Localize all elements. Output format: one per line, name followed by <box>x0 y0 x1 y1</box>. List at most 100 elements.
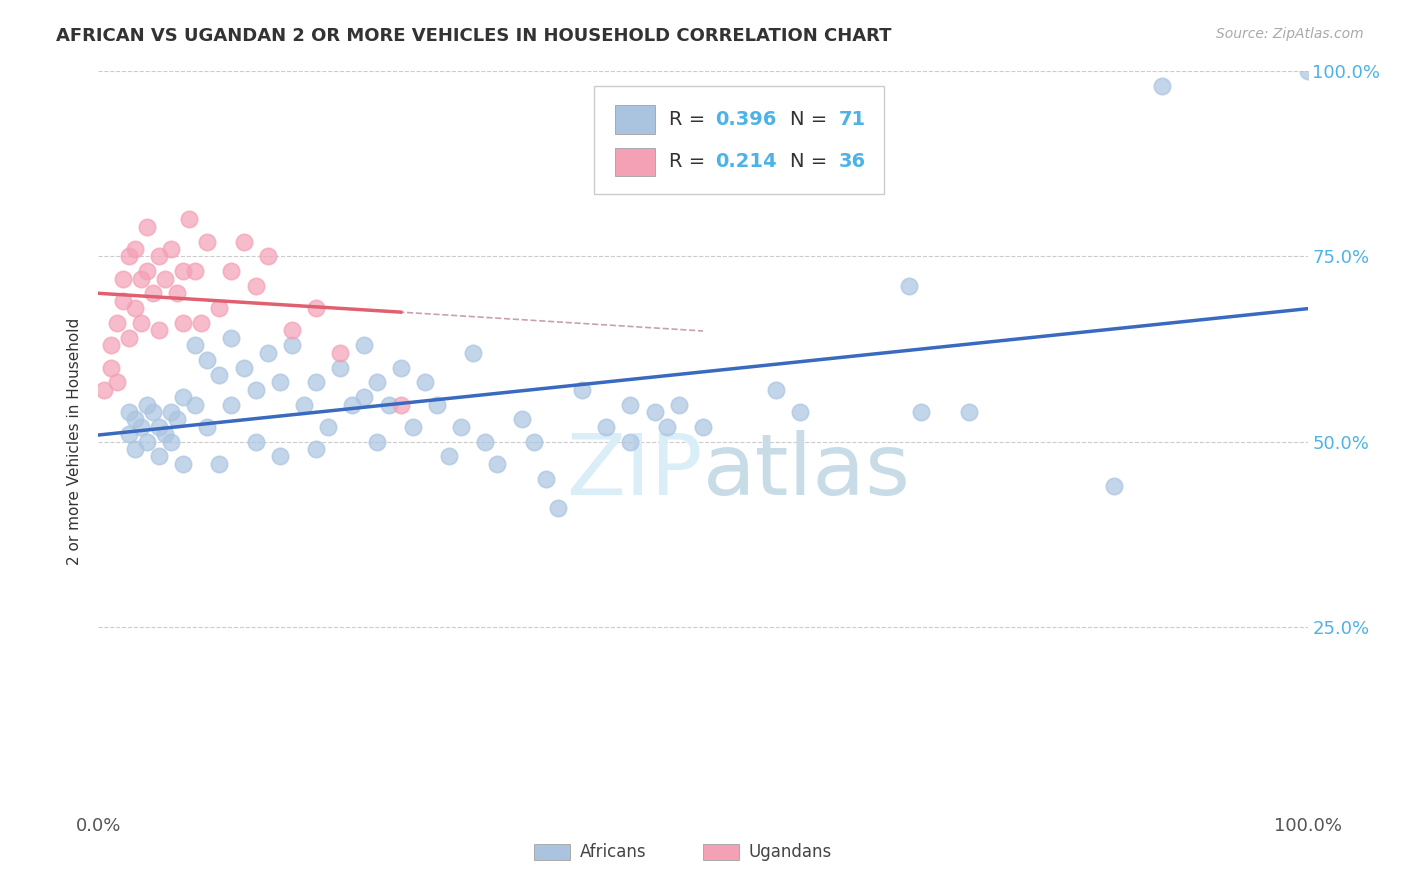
Point <box>1152 79 1174 94</box>
Point <box>413 376 436 390</box>
FancyBboxPatch shape <box>595 87 884 194</box>
Point <box>118 405 141 419</box>
Point <box>619 434 641 449</box>
Point <box>148 419 170 434</box>
Point <box>510 412 533 426</box>
Point <box>111 271 134 285</box>
Point <box>172 390 194 404</box>
Point <box>190 316 212 330</box>
Point <box>208 368 231 382</box>
Point <box>195 235 218 249</box>
Point <box>281 324 304 338</box>
Point <box>1296 64 1319 78</box>
Point <box>897 279 920 293</box>
Point <box>389 360 412 375</box>
Point <box>450 419 472 434</box>
Point <box>957 405 980 419</box>
Point <box>232 360 254 375</box>
Point <box>184 338 207 352</box>
Point <box>172 264 194 278</box>
Point <box>221 398 243 412</box>
Text: N =: N = <box>790 153 834 171</box>
Point <box>148 450 170 464</box>
Point <box>377 398 399 412</box>
Point <box>142 286 165 301</box>
Text: 71: 71 <box>838 110 866 129</box>
Point <box>118 331 141 345</box>
Point <box>118 427 141 442</box>
Point <box>160 405 183 419</box>
Point <box>305 376 328 390</box>
FancyBboxPatch shape <box>614 105 655 134</box>
Point <box>353 390 375 404</box>
Point <box>208 301 231 316</box>
Point <box>135 434 157 449</box>
Point <box>166 286 188 301</box>
Point <box>124 412 146 426</box>
Text: Africans: Africans <box>579 843 647 861</box>
Point <box>105 376 128 390</box>
Text: N =: N = <box>790 110 834 129</box>
Point <box>135 219 157 234</box>
Point <box>789 405 811 419</box>
Point <box>389 398 412 412</box>
Point <box>366 376 388 390</box>
Point <box>124 242 146 256</box>
Point <box>135 398 157 412</box>
Point <box>655 419 678 434</box>
Point <box>118 250 141 264</box>
Point <box>135 264 157 278</box>
FancyBboxPatch shape <box>534 844 569 860</box>
Point <box>668 398 690 412</box>
Point <box>142 405 165 419</box>
Point <box>195 419 218 434</box>
Point <box>366 434 388 449</box>
Point <box>316 419 339 434</box>
Point <box>619 398 641 412</box>
Point <box>644 405 666 419</box>
Point <box>245 383 267 397</box>
Point <box>232 235 254 249</box>
Point <box>523 434 546 449</box>
Point <box>269 376 291 390</box>
Y-axis label: 2 or more Vehicles in Household: 2 or more Vehicles in Household <box>67 318 83 566</box>
Point <box>281 338 304 352</box>
Point <box>329 345 352 359</box>
Point <box>100 360 122 375</box>
Text: R =: R = <box>669 153 711 171</box>
Point <box>437 450 460 464</box>
Point <box>402 419 425 434</box>
Point <box>195 353 218 368</box>
Point <box>305 301 328 316</box>
Point <box>474 434 496 449</box>
Point <box>256 250 278 264</box>
Point <box>329 360 352 375</box>
Point <box>208 457 231 471</box>
Point <box>305 442 328 456</box>
Point <box>166 412 188 426</box>
Point <box>184 264 207 278</box>
Point <box>111 293 134 308</box>
Point <box>692 419 714 434</box>
Point <box>571 383 593 397</box>
Point <box>184 398 207 412</box>
Point <box>153 271 176 285</box>
Point <box>486 457 509 471</box>
Point <box>172 316 194 330</box>
Text: Source: ZipAtlas.com: Source: ZipAtlas.com <box>1216 27 1364 41</box>
Point <box>463 345 485 359</box>
Point <box>100 338 122 352</box>
Point <box>129 271 152 285</box>
Point <box>269 450 291 464</box>
Text: 0.214: 0.214 <box>716 153 776 171</box>
Point <box>129 316 152 330</box>
Text: Ugandans: Ugandans <box>749 843 832 861</box>
Point <box>93 383 115 397</box>
Text: 0.396: 0.396 <box>716 110 776 129</box>
FancyBboxPatch shape <box>703 844 740 860</box>
Point <box>256 345 278 359</box>
Point <box>160 434 183 449</box>
Point <box>595 419 617 434</box>
Point <box>124 442 146 456</box>
Point <box>342 398 364 412</box>
